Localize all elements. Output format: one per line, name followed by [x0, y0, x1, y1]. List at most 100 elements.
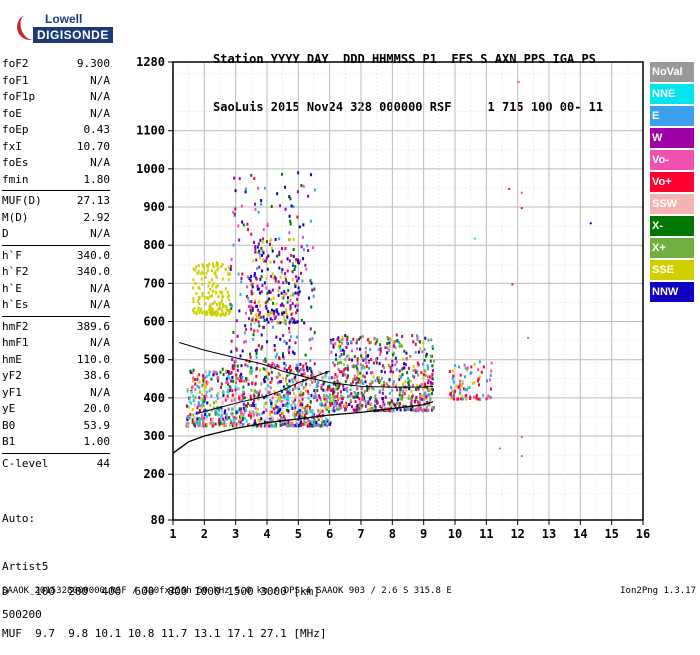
echo-point: [192, 379, 195, 383]
param-label: hmF2: [2, 319, 29, 333]
echo-point: [214, 272, 217, 276]
echo-point: [223, 423, 226, 427]
echo-point: [270, 298, 273, 302]
echo-point: [353, 374, 356, 378]
echo-point: [342, 384, 345, 388]
echo-point: [429, 359, 432, 363]
echo-point: [419, 393, 422, 397]
echo-point: [212, 373, 215, 377]
echo-point: [334, 401, 337, 405]
echo-point: [316, 389, 319, 393]
echo-point: [230, 264, 233, 268]
echo-point: [232, 420, 235, 424]
echo-point: [292, 424, 295, 428]
echo-point: [298, 385, 301, 389]
echo-point: [360, 366, 363, 370]
echo-point: [363, 375, 366, 379]
echo-point: [420, 382, 423, 386]
echo-point: [270, 205, 273, 209]
echo-point: [247, 378, 250, 382]
echo-point: [414, 350, 417, 354]
echo-point: [264, 368, 267, 372]
echo-point: [330, 402, 333, 406]
echo-point: [323, 420, 326, 424]
echo-point: [209, 287, 212, 291]
echo-point: [254, 403, 257, 407]
echo-point: [291, 399, 294, 403]
echo-point: [332, 398, 335, 402]
version-footer: Ion2Png 1.3.17: [620, 586, 696, 596]
echo-point: [208, 305, 211, 309]
echo-point: [361, 394, 364, 398]
echo-point: [222, 417, 225, 421]
echo-point: [262, 258, 265, 262]
echo-point: [340, 353, 343, 357]
echo-point: [306, 369, 309, 373]
echo-point: [224, 312, 227, 316]
echo-point: [489, 378, 492, 382]
echo-point: [215, 261, 218, 265]
echo-point: [217, 262, 220, 266]
echo-point: [239, 423, 242, 427]
echo-point: [384, 395, 387, 399]
echo-point: [244, 311, 247, 315]
echo-point: [198, 396, 201, 400]
echo-point: [418, 400, 421, 404]
echo-point: [302, 392, 305, 396]
echo-point: [287, 281, 290, 285]
echo-point: [294, 384, 297, 388]
echo-point: [270, 400, 273, 404]
echo-point: [386, 351, 389, 355]
echo-point: [349, 399, 352, 403]
echo-point: [285, 292, 288, 296]
echo-point: [343, 363, 346, 367]
echo-point: [346, 341, 349, 345]
echo-point: [372, 361, 375, 365]
echo-point: [320, 416, 323, 420]
echo-point: [215, 408, 218, 412]
param-row: foEp 0.43: [2, 122, 110, 139]
echo-point: [303, 420, 306, 424]
echo-point: [387, 363, 390, 367]
echo-point: [258, 315, 261, 319]
echo-point: [319, 372, 322, 376]
echo-point: [291, 371, 294, 375]
echo-point: [281, 302, 284, 306]
echo-point: [381, 376, 384, 380]
echo-point: [195, 265, 198, 269]
echo-point: [286, 300, 289, 304]
echo-point: [340, 390, 343, 394]
echo-point: [254, 276, 257, 280]
echo-point: [431, 364, 434, 368]
param-row: foE N/A: [2, 106, 110, 123]
echo-point: [233, 360, 236, 364]
echo-point: [282, 354, 285, 358]
echo-point: [346, 394, 349, 398]
echo-point: [248, 404, 251, 408]
echo-point: [334, 342, 337, 346]
echo-point: [247, 413, 250, 417]
echo-point: [333, 409, 336, 413]
echo-point: [204, 413, 207, 417]
echo-point: [248, 371, 251, 375]
echo-point: [249, 308, 252, 312]
echo-point: [306, 375, 309, 379]
echo-point: [347, 374, 350, 378]
echo-point: [298, 290, 301, 294]
echo-point: [295, 363, 298, 367]
echo-point: [199, 309, 202, 313]
echo-point: [293, 268, 296, 272]
echo-point: [356, 404, 359, 408]
echo-point: [295, 422, 298, 426]
echo-point: [223, 411, 226, 415]
echo-point: [477, 383, 480, 387]
echo-point: [283, 318, 286, 322]
echo-point: [296, 320, 299, 324]
echo-point: [274, 277, 277, 281]
echo-point: [253, 394, 256, 398]
echo-point: [363, 398, 366, 402]
echo-point: [429, 375, 432, 379]
echo-point: [256, 407, 259, 411]
echo-point: [311, 372, 314, 376]
param-row: foF1p N/A: [2, 89, 110, 106]
